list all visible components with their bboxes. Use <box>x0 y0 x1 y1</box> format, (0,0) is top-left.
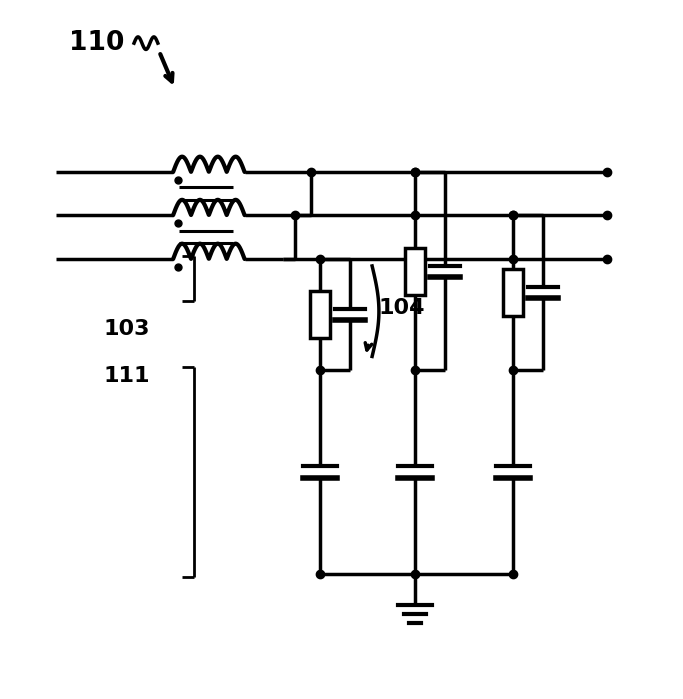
Text: 103: 103 <box>103 319 150 338</box>
Text: 110: 110 <box>70 30 125 56</box>
Text: 111: 111 <box>103 366 150 386</box>
Bar <box>309 291 330 338</box>
Bar <box>405 247 425 295</box>
Text: 104: 104 <box>379 298 426 318</box>
Bar <box>503 269 523 317</box>
